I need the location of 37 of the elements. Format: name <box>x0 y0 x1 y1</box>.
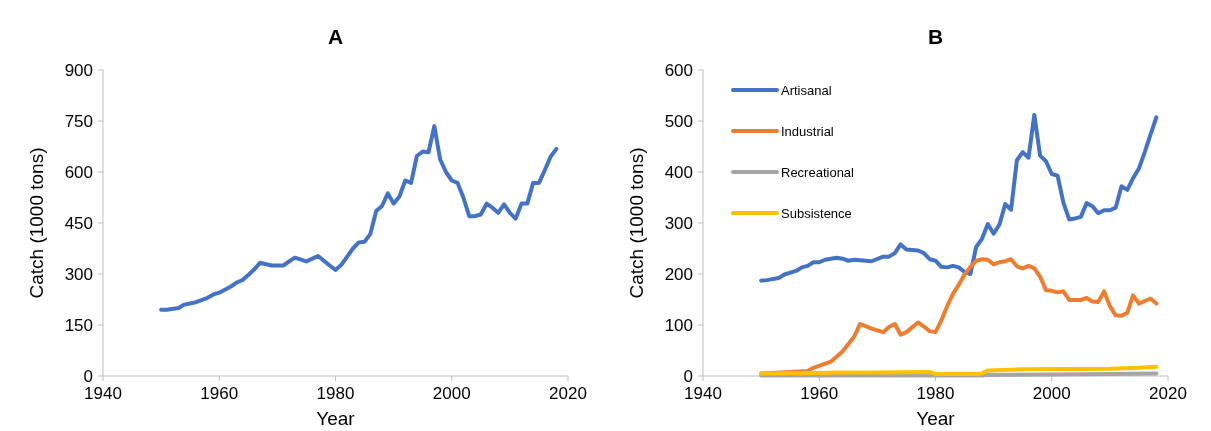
line-series <box>759 364 1159 376</box>
y-tick-label: 300 <box>64 264 93 284</box>
y-tick-label: 150 <box>64 315 93 335</box>
y-tick-label: 600 <box>64 162 93 182</box>
x-axis-title: Year <box>316 408 356 429</box>
y-tick-label: 600 <box>664 60 693 80</box>
y-tick-label: 450 <box>64 213 93 233</box>
x-tick-label: 1960 <box>200 384 239 403</box>
y-tick-label: 0 <box>683 366 693 386</box>
y-tick-label: 0 <box>83 366 93 386</box>
x-tick-label: 1980 <box>916 384 955 403</box>
y-tick-label: 500 <box>664 111 693 131</box>
x-tick-label: 2000 <box>1032 384 1071 403</box>
chart-title: B <box>927 25 944 48</box>
y-tick-label: 900 <box>64 60 93 80</box>
legend-label: Artisanal <box>781 82 832 98</box>
legend-label: Subsistence <box>781 205 852 221</box>
y-tick-label: 750 <box>64 111 93 131</box>
x-tick-label: 1940 <box>684 384 722 403</box>
y-axis-title: Catch (1000 tons) <box>626 147 647 299</box>
x-tick-label: 2020 <box>1149 384 1187 403</box>
y-axis-title: Catch (1000 tons) <box>26 147 47 299</box>
x-tick-label: 1980 <box>316 384 355 403</box>
x-tick-label: 1940 <box>84 384 122 403</box>
line-series <box>159 124 559 312</box>
x-tick-label: 2020 <box>549 384 587 403</box>
y-tick-label: 400 <box>664 162 693 182</box>
y-tick-label: 300 <box>664 213 693 233</box>
x-axis-title: Year <box>916 408 956 429</box>
line-series <box>759 112 1159 283</box>
legend-label: Recreational <box>781 164 855 180</box>
legend-label: Industrial <box>781 123 834 139</box>
chart-title: A <box>327 25 344 48</box>
x-tick-label: 2000 <box>432 384 471 403</box>
y-tick-label: 200 <box>664 264 693 284</box>
x-tick-label: 1960 <box>800 384 839 403</box>
y-tick-label: 100 <box>664 315 693 335</box>
